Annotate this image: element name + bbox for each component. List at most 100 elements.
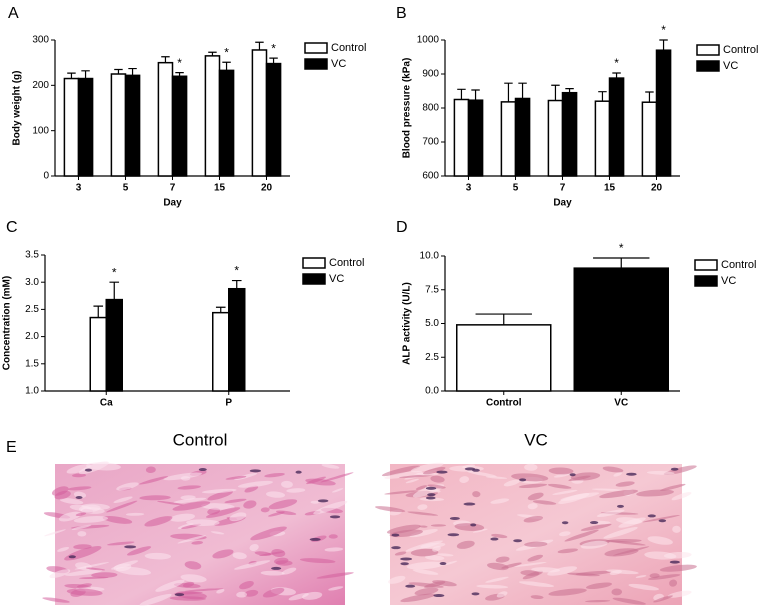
texture: [530, 595, 544, 600]
texture: [180, 574, 207, 583]
texture: [268, 511, 285, 517]
texture: [58, 511, 82, 522]
texture: [647, 536, 673, 545]
error-bar: [551, 84, 560, 101]
x-tick-label: 7: [560, 183, 566, 194]
bar: [456, 324, 552, 392]
bar: [110, 73, 127, 177]
texture: [42, 597, 70, 603]
panel-label: E: [6, 439, 17, 456]
x-tick-label: 7: [170, 183, 176, 194]
bar: [218, 69, 235, 177]
texture: [172, 501, 211, 511]
texture: [79, 576, 109, 579]
texture: [524, 541, 548, 547]
texture: [557, 548, 579, 554]
panel-label: A: [8, 5, 19, 22]
texture: [491, 533, 508, 539]
nucleus: [472, 468, 480, 472]
nucleus: [391, 546, 401, 550]
texture: [407, 511, 439, 516]
texture: [456, 540, 475, 549]
error-bar: [161, 56, 170, 63]
texture: [476, 584, 509, 589]
texture: [405, 540, 443, 552]
texture: [496, 591, 508, 598]
nucleus: [317, 499, 329, 503]
texture: [375, 506, 406, 513]
x-tick-label: Control: [486, 398, 522, 409]
texture: [113, 496, 133, 503]
texture: [419, 525, 428, 528]
texture: [437, 553, 454, 557]
error-bar: [612, 72, 621, 79]
significance-marker: *: [112, 265, 117, 279]
texture: [254, 551, 272, 556]
texture: [394, 551, 407, 556]
legend-label: VC: [331, 58, 346, 70]
texture: [412, 569, 439, 575]
texture: [584, 599, 611, 603]
texture: [250, 526, 287, 541]
texture: [54, 490, 71, 500]
bar: [77, 77, 94, 177]
x-tick-label: 20: [651, 183, 663, 194]
y-tick-label: 600: [422, 171, 439, 182]
bar: [655, 49, 672, 177]
texture: [260, 507, 270, 513]
y-tick-label: 1000: [417, 35, 440, 46]
texture: [485, 576, 509, 583]
texture: [184, 588, 224, 592]
texture: [331, 488, 344, 493]
texture: [669, 579, 678, 587]
nucleus: [669, 560, 680, 564]
texture: [653, 595, 673, 603]
x-axis-label: Day: [553, 198, 572, 209]
texture: [59, 498, 84, 505]
texture: [328, 534, 338, 539]
legend-swatch: [694, 275, 718, 287]
texture: [71, 524, 92, 530]
legend-swatch: [694, 259, 718, 271]
y-tick-label: 100: [32, 125, 49, 136]
significance-marker: *: [177, 56, 182, 70]
nucleus: [174, 593, 185, 597]
texture: [239, 580, 254, 590]
texture: [384, 490, 419, 495]
nucleus: [329, 515, 341, 519]
texture: [427, 484, 446, 489]
bar: [124, 74, 141, 177]
texture: [125, 512, 145, 516]
texture: [224, 498, 247, 503]
error-bar: [269, 57, 278, 64]
texture: [564, 529, 599, 542]
bar: [561, 91, 578, 177]
y-tick-label: 800: [422, 103, 439, 114]
nucleus: [425, 486, 437, 490]
texture: [548, 467, 574, 475]
texture: [67, 486, 92, 491]
y-tick-label: 3.0: [25, 277, 39, 288]
texture: [423, 466, 446, 475]
nucleus: [427, 493, 436, 497]
x-tick-label: VC: [614, 398, 628, 409]
x-tick-label: 15: [214, 183, 226, 194]
texture: [527, 554, 543, 562]
texture: [613, 472, 622, 477]
texture: [487, 562, 509, 571]
y-axis-label: ALP activity (U/L): [402, 282, 413, 365]
texture: [244, 485, 259, 493]
nucleus: [513, 539, 523, 543]
texture: [85, 567, 106, 571]
bar: [500, 101, 517, 177]
nucleus: [391, 533, 400, 537]
image-title: VC: [524, 430, 548, 449]
y-tick-label: 1.0: [25, 386, 39, 397]
error-bar: [504, 82, 513, 102]
texture: [264, 472, 285, 478]
nucleus: [405, 584, 416, 588]
texture: [570, 472, 601, 481]
texture: [636, 489, 674, 497]
nucleus: [400, 557, 413, 561]
legend-swatch: [302, 257, 326, 269]
